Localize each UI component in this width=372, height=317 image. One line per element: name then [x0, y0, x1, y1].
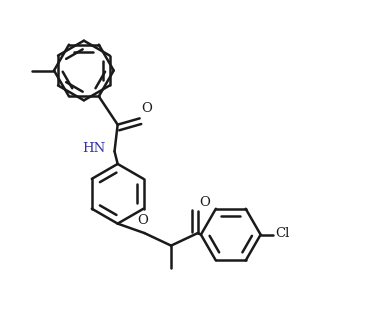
Text: HN: HN	[82, 142, 105, 155]
Text: Cl: Cl	[275, 227, 289, 240]
Text: O: O	[199, 197, 210, 210]
Text: O: O	[137, 214, 148, 227]
Text: O: O	[141, 101, 152, 114]
